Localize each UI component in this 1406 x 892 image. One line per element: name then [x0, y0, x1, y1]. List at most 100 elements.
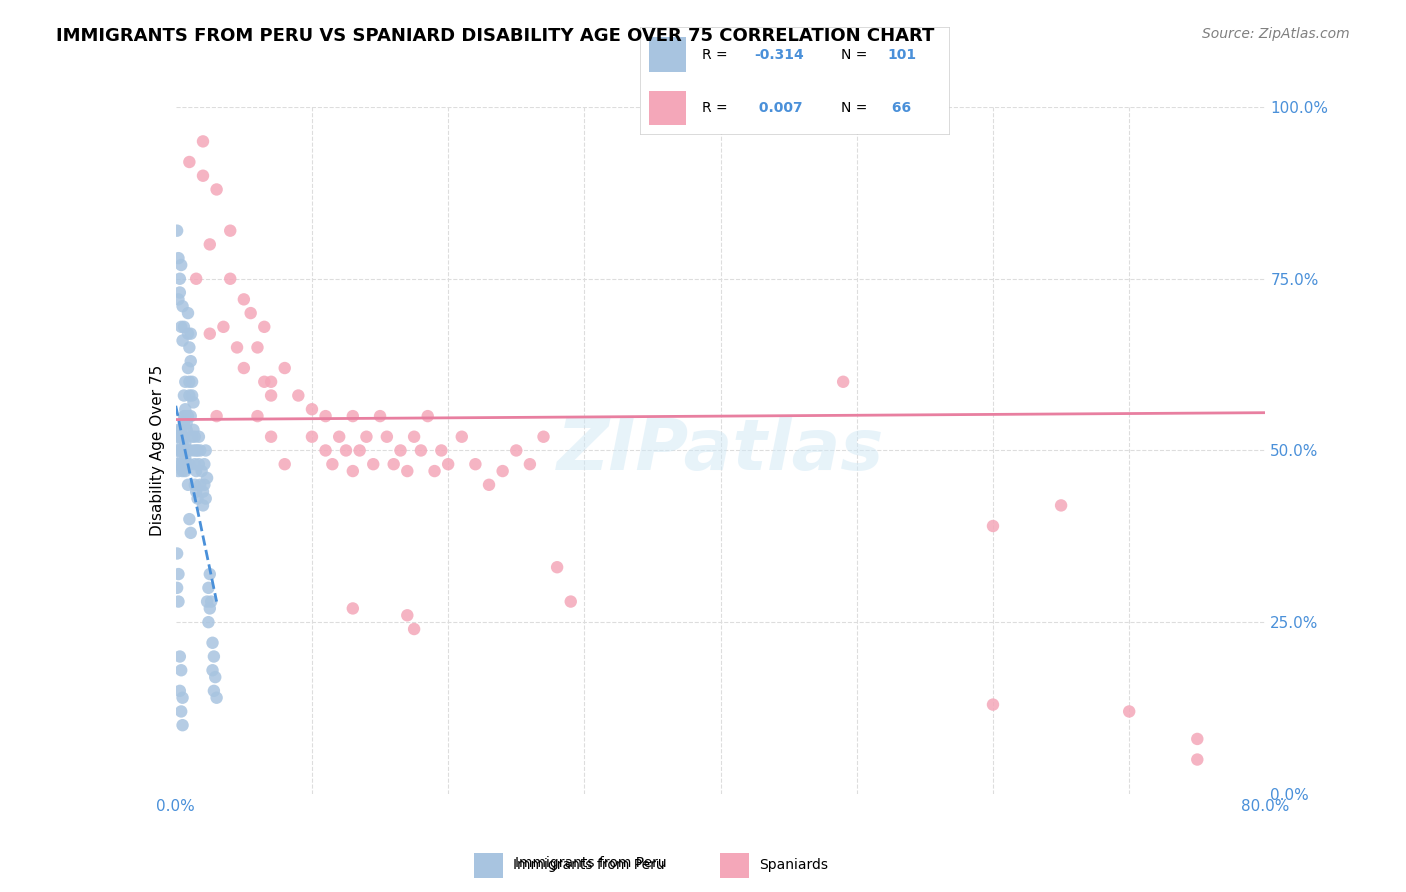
FancyBboxPatch shape [650, 91, 686, 125]
Point [335, 443, 357, 458]
Point [404, 430, 426, 444]
Text: 0.007: 0.007 [754, 101, 803, 115]
Point [437, 457, 460, 471]
Point [356, 430, 378, 444]
Point [167, 567, 190, 582]
Point [492, 464, 515, 478]
Point [174, 436, 197, 450]
Point [169, 430, 191, 444]
Text: Spaniards: Spaniards [759, 858, 828, 872]
Point [181, 430, 204, 444]
Point [519, 457, 541, 471]
Point [260, 430, 283, 444]
Point [253, 375, 276, 389]
Point [180, 525, 202, 540]
Point [197, 581, 219, 595]
Point [396, 608, 419, 623]
Point [172, 464, 194, 478]
Text: IMMIGRANTS FROM PERU VS SPANIARD DISABILITY AGE OVER 75 CORRELATION CHART: IMMIGRANTS FROM PERU VS SPANIARD DISABIL… [56, 27, 935, 45]
Point [194, 491, 217, 506]
Text: N =: N = [841, 101, 868, 115]
Point [177, 409, 200, 423]
FancyBboxPatch shape [650, 37, 686, 71]
Point [315, 409, 337, 423]
Point [301, 402, 323, 417]
Point [274, 457, 297, 471]
Point [172, 450, 194, 465]
Point [198, 237, 221, 252]
Point [423, 464, 446, 478]
Point [180, 409, 202, 423]
Point [170, 319, 193, 334]
Point [174, 402, 197, 417]
Point [260, 388, 283, 402]
Point [205, 409, 228, 423]
Text: ZIPatlas: ZIPatlas [557, 416, 884, 485]
Point [172, 299, 194, 313]
Point [205, 182, 228, 196]
Point [184, 478, 207, 492]
Y-axis label: Disability Age Over 75: Disability Age Over 75 [149, 365, 165, 536]
Point [186, 491, 209, 506]
Point [169, 443, 191, 458]
Point [186, 271, 208, 285]
Point [176, 416, 198, 430]
Point [349, 443, 371, 458]
Text: R =: R = [702, 47, 727, 62]
Point [212, 319, 235, 334]
Point [172, 430, 194, 444]
Point [172, 334, 194, 348]
Point [416, 409, 439, 423]
Point [239, 306, 262, 320]
Point [184, 457, 207, 471]
Point [260, 375, 283, 389]
Point [169, 271, 191, 285]
Point [179, 457, 201, 471]
Point [186, 443, 209, 458]
Point [198, 601, 221, 615]
Point [246, 340, 269, 354]
Point [187, 457, 209, 471]
Point [342, 464, 364, 478]
Point [409, 443, 432, 458]
Point [177, 478, 200, 492]
Point [533, 430, 555, 444]
Point [450, 430, 472, 444]
Point [179, 340, 201, 354]
FancyBboxPatch shape [474, 853, 503, 878]
Point [315, 443, 337, 458]
Point [179, 155, 201, 169]
Point [167, 594, 190, 608]
FancyBboxPatch shape [720, 853, 749, 878]
Point [396, 464, 419, 478]
Point [174, 375, 197, 389]
Point [1118, 705, 1140, 719]
Point [195, 594, 218, 608]
Point [368, 409, 391, 423]
Point [560, 594, 582, 608]
Point [232, 293, 254, 307]
Point [342, 409, 364, 423]
Point [188, 478, 211, 492]
Point [179, 388, 201, 402]
Point [546, 560, 568, 574]
Point [167, 464, 190, 478]
Point [328, 430, 350, 444]
Point [166, 581, 188, 595]
Point [197, 615, 219, 630]
Point [170, 705, 193, 719]
Point [177, 306, 200, 320]
Point [361, 457, 384, 471]
Point [170, 258, 193, 272]
Point [186, 464, 208, 478]
Point [173, 430, 195, 444]
Point [167, 423, 190, 437]
Point [198, 326, 221, 341]
Point [173, 388, 195, 402]
Point [190, 464, 212, 478]
Text: Immigrants from Peru: Immigrants from Peru [515, 855, 666, 870]
Point [172, 690, 194, 705]
Point [180, 354, 202, 368]
Point [174, 464, 197, 478]
Point [1187, 753, 1209, 767]
